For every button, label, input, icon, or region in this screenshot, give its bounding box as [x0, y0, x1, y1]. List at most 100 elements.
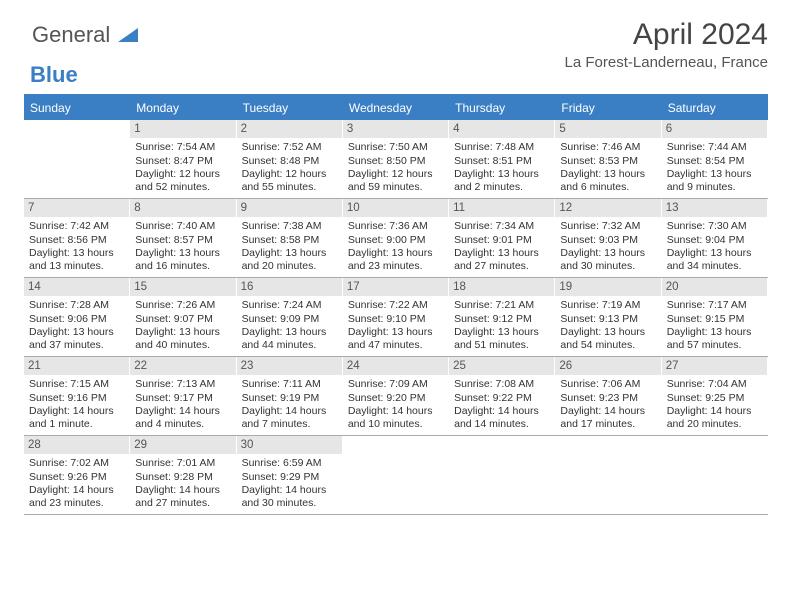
calendar-cell: 15Sunrise: 7:26 AMSunset: 9:07 PMDayligh…	[130, 278, 236, 356]
daylight1-text: Daylight: 12 hours	[348, 168, 443, 181]
daylight1-text: Daylight: 12 hours	[135, 168, 230, 181]
daylight1-text: Daylight: 13 hours	[29, 247, 124, 260]
sunrise-text: Sunrise: 7:52 AM	[242, 141, 337, 154]
day-number: 20	[662, 278, 767, 296]
daylight2-text: and 30 minutes.	[242, 497, 337, 510]
calendar-week: 28Sunrise: 7:02 AMSunset: 9:26 PMDayligh…	[24, 436, 768, 515]
sunrise-text: Sunrise: 7:32 AM	[560, 220, 655, 233]
daylight1-text: Daylight: 13 hours	[560, 326, 655, 339]
daylight2-text: and 44 minutes.	[242, 339, 337, 352]
daylight2-text: and 4 minutes.	[135, 418, 230, 431]
day-number: 9	[237, 199, 342, 217]
daylight1-text: Daylight: 13 hours	[560, 247, 655, 260]
daylight1-text: Daylight: 13 hours	[454, 326, 549, 339]
sunset-text: Sunset: 9:09 PM	[242, 313, 337, 326]
day-number: 10	[343, 199, 448, 217]
sunrise-text: Sunrise: 7:48 AM	[454, 141, 549, 154]
sunset-text: Sunset: 8:53 PM	[560, 155, 655, 168]
daylight2-text: and 20 minutes.	[667, 418, 762, 431]
day-number: 21	[24, 357, 129, 375]
daylight1-text: Daylight: 14 hours	[348, 405, 443, 418]
day-number: 8	[130, 199, 235, 217]
daylight1-text: Daylight: 13 hours	[454, 168, 549, 181]
daylight1-text: Daylight: 13 hours	[135, 326, 230, 339]
day-number: 14	[24, 278, 129, 296]
calendar-cell: 7Sunrise: 7:42 AMSunset: 8:56 PMDaylight…	[24, 199, 130, 277]
day-number: 25	[449, 357, 554, 375]
sunset-text: Sunset: 9:03 PM	[560, 234, 655, 247]
calendar-cell: 4Sunrise: 7:48 AMSunset: 8:51 PMDaylight…	[449, 120, 555, 198]
daylight1-text: Daylight: 14 hours	[560, 405, 655, 418]
calendar-cell: 25Sunrise: 7:08 AMSunset: 9:22 PMDayligh…	[449, 357, 555, 435]
calendar-cell: 23Sunrise: 7:11 AMSunset: 9:19 PMDayligh…	[237, 357, 343, 435]
sunrise-text: Sunrise: 7:08 AM	[454, 378, 549, 391]
day-number: 22	[130, 357, 235, 375]
daylight1-text: Daylight: 14 hours	[29, 405, 124, 418]
daylight1-text: Daylight: 13 hours	[454, 247, 549, 260]
daylight1-text: Daylight: 13 hours	[667, 168, 762, 181]
calendar-cell: 5 Sunrise: 7:46 AMSunset: 8:53 PMDaylight…	[555, 120, 661, 198]
daylight1-text: Daylight: 13 hours	[29, 326, 124, 339]
sunrise-text: Sunrise: 7:01 AM	[135, 457, 230, 470]
day-number: 17	[343, 278, 448, 296]
sunset-text: Sunset: 9:17 PM	[135, 392, 230, 405]
sunrise-text: Sunrise: 7:34 AM	[454, 220, 549, 233]
brand-logo: General Blue	[32, 22, 138, 88]
sunrise-text: Sunrise: 7:11 AM	[242, 378, 337, 391]
day-header-sunday: Sunday	[24, 96, 130, 120]
daylight2-text: and 23 minutes.	[348, 260, 443, 273]
day-number: 24	[343, 357, 448, 375]
daylight1-text: Daylight: 13 hours	[135, 247, 230, 260]
sunset-text: Sunset: 8:57 PM	[135, 234, 230, 247]
day-number: 11	[449, 199, 554, 217]
sunrise-text: Sunrise: 7:24 AM	[242, 299, 337, 312]
sunset-text: Sunset: 9:15 PM	[667, 313, 762, 326]
header: General Blue April 2024 La Forest-Lander…	[24, 18, 768, 88]
daylight2-text: and 59 minutes.	[348, 181, 443, 194]
day-number: 7	[24, 199, 129, 217]
daylight1-text: Daylight: 14 hours	[29, 484, 124, 497]
sunset-text: Sunset: 9:23 PM	[560, 392, 655, 405]
day-number: 5	[555, 120, 660, 138]
calendar-week: 7Sunrise: 7:42 AMSunset: 8:56 PMDaylight…	[24, 199, 768, 278]
day-number: 19	[555, 278, 660, 296]
sunset-text: Sunset: 9:04 PM	[667, 234, 762, 247]
daylight1-text: Daylight: 13 hours	[560, 168, 655, 181]
sunrise-text: Sunrise: 7:40 AM	[135, 220, 230, 233]
daylight2-text: and 30 minutes.	[560, 260, 655, 273]
sunrise-text: Sunrise: 7:19 AM	[560, 299, 655, 312]
sunrise-text: Sunrise: 7:30 AM	[667, 220, 762, 233]
sunrise-text: Sunrise: 7:22 AM	[348, 299, 443, 312]
calendar-cell: 14Sunrise: 7:28 AMSunset: 9:06 PMDayligh…	[24, 278, 130, 356]
day-number: 6	[662, 120, 767, 138]
daylight1-text: Daylight: 14 hours	[135, 405, 230, 418]
calendar-cell	[662, 436, 768, 514]
calendar-cell: 27Sunrise: 7:04 AMSunset: 9:25 PMDayligh…	[662, 357, 768, 435]
day-number: 13	[662, 199, 767, 217]
sunrise-text: Sunrise: 7:13 AM	[135, 378, 230, 391]
brand-word-1: General	[32, 22, 110, 47]
weeks-container: 1Sunrise: 7:54 AMSunset: 8:47 PMDaylight…	[24, 120, 768, 515]
daylight2-text: and 57 minutes.	[667, 339, 762, 352]
calendar-cell	[555, 436, 661, 514]
calendar-cell: 16Sunrise: 7:24 AMSunset: 9:09 PMDayligh…	[237, 278, 343, 356]
calendar-cell: 17Sunrise: 7:22 AMSunset: 9:10 PMDayligh…	[343, 278, 449, 356]
sunset-text: Sunset: 9:01 PM	[454, 234, 549, 247]
daylight2-text: and 23 minutes.	[29, 497, 124, 510]
calendar-cell: 30Sunrise: 6:59 AMSunset: 9:29 PMDayligh…	[237, 436, 343, 514]
calendar-cell: 9Sunrise: 7:38 AMSunset: 8:58 PMDaylight…	[237, 199, 343, 277]
sunrise-text: Sunrise: 7:46 AM	[560, 141, 655, 154]
day-header-tuesday: Tuesday	[237, 96, 343, 120]
daylight1-text: Daylight: 14 hours	[135, 484, 230, 497]
daylight1-text: Daylight: 14 hours	[667, 405, 762, 418]
daylight2-text: and 40 minutes.	[135, 339, 230, 352]
day-number: 12	[555, 199, 660, 217]
day-number: 15	[130, 278, 235, 296]
sunset-text: Sunset: 8:51 PM	[454, 155, 549, 168]
daylight1-text: Daylight: 13 hours	[348, 247, 443, 260]
daylight2-text: and 14 minutes.	[454, 418, 549, 431]
title-block: April 2024 La Forest-Landerneau, France	[565, 18, 768, 71]
sunset-text: Sunset: 8:58 PM	[242, 234, 337, 247]
daylight2-text: and 13 minutes.	[29, 260, 124, 273]
daylight1-text: Daylight: 14 hours	[454, 405, 549, 418]
